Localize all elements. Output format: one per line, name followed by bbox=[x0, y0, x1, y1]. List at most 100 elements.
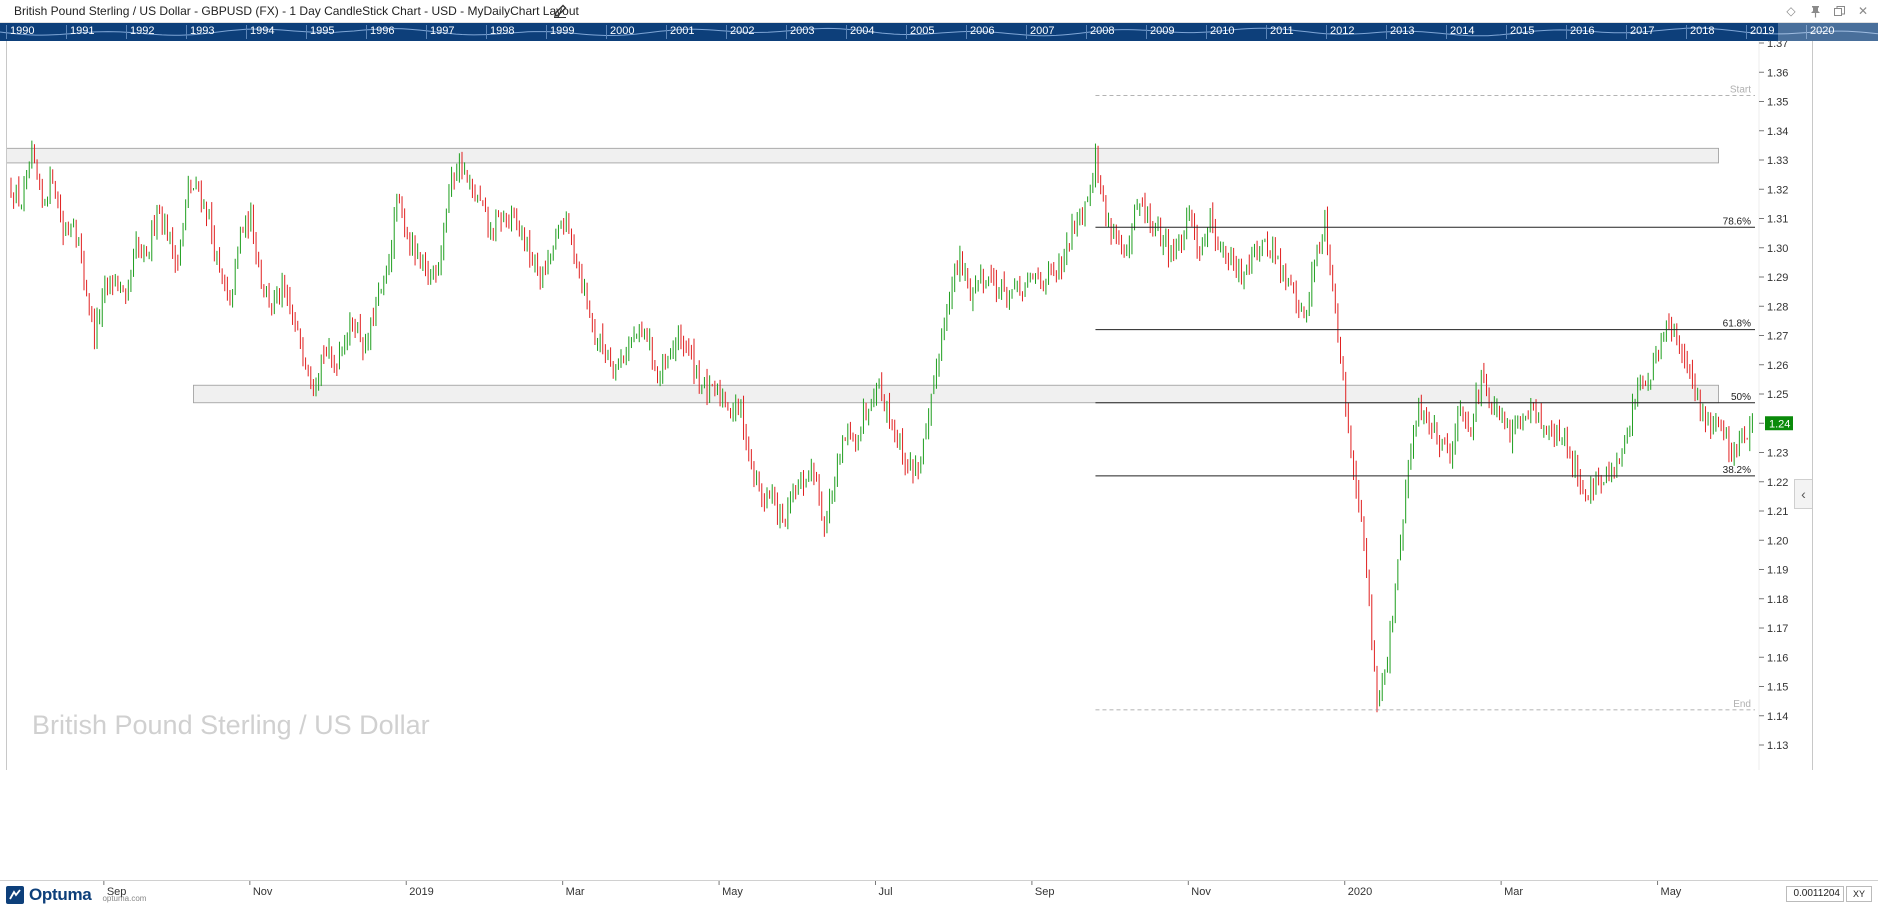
chevron-left-icon[interactable]: ‹ bbox=[1794, 479, 1812, 509]
time-axis-label: Nov bbox=[1191, 886, 1211, 898]
price-axis-label: 1.15 bbox=[1767, 682, 1788, 694]
overview-year-label: 2014 bbox=[1446, 25, 1474, 39]
price-axis-label: 1.17 bbox=[1767, 623, 1788, 635]
overview-year-label: 2009 bbox=[1146, 25, 1174, 39]
overview-year-label: 2018 bbox=[1686, 25, 1714, 39]
price-axis-label: 1.14 bbox=[1767, 711, 1788, 723]
support-band bbox=[193, 384, 1719, 404]
overview-year-label: 2020 bbox=[1806, 25, 1834, 39]
overview-year-label: 1992 bbox=[126, 25, 154, 39]
time-axis-label: Nov bbox=[253, 886, 273, 898]
overview-year-label: 2004 bbox=[846, 25, 874, 39]
time-axis-label: 2019 bbox=[409, 886, 433, 898]
fib-level-label: 38.2% bbox=[1723, 465, 1751, 476]
chart-canvas[interactable]: British Pound Sterling / US Dollar Start E… bbox=[0, 38, 1814, 880]
time-axis-label: 2020 bbox=[1348, 886, 1372, 898]
fib-end-label: End bbox=[1733, 699, 1751, 710]
overview-year-label: 1990 bbox=[6, 25, 34, 39]
price-axis-label: 1.35 bbox=[1767, 97, 1788, 109]
overview-year-label: 1998 bbox=[486, 25, 514, 39]
price-axis-label: 1.22 bbox=[1767, 477, 1788, 489]
price-axis-label: 1.16 bbox=[1767, 652, 1788, 664]
price-axis-label: 1.30 bbox=[1767, 243, 1788, 255]
price-axis-label: 1.18 bbox=[1767, 594, 1788, 606]
status-bar: Sep Nov 2019 Mar May Jul Sep Nov 2020 Mar May Optu… bbox=[0, 880, 1878, 907]
price-axis-label: 1.29 bbox=[1767, 272, 1788, 284]
overview-year-label: 2015 bbox=[1506, 25, 1534, 39]
overview-sparkline-path bbox=[0, 27, 1878, 37]
price-axis: 1.37 1.36 1.35 1.34 1.33 1.32 1.31 1.30 1.29 1.28… bbox=[1759, 38, 1788, 752]
price-axis-label: 1.36 bbox=[1767, 67, 1788, 79]
overview-sparkline bbox=[0, 27, 1878, 37]
window-controls: ◇ ✕ bbox=[1784, 3, 1870, 19]
optuma-logo: Optuma optuma.com bbox=[6, 885, 146, 905]
overview-year-label: 1991 bbox=[66, 25, 94, 39]
pin-icon[interactable] bbox=[1808, 4, 1822, 18]
price-axis-label: 1.33 bbox=[1767, 155, 1788, 167]
time-axis: Sep Nov 2019 Mar May Jul Sep Nov 2020 Mar May bbox=[103, 881, 1682, 898]
overview-year-label: 2007 bbox=[1026, 25, 1054, 39]
close-icon[interactable]: ✕ bbox=[1857, 4, 1869, 18]
overview-year-label: 2001 bbox=[666, 25, 694, 39]
overview-year-label: 2012 bbox=[1326, 25, 1354, 39]
chart-title: British Pound Sterling / US Dollar - GBP… bbox=[14, 4, 579, 18]
chart-watermark: British Pound Sterling / US Dollar bbox=[32, 710, 430, 740]
overview-year-label: 2017 bbox=[1626, 25, 1654, 39]
time-axis-label: May bbox=[1661, 886, 1682, 898]
overview-visible-window[interactable] bbox=[1778, 23, 1878, 41]
candlesticks bbox=[10, 140, 1753, 713]
price-axis-label: 1.31 bbox=[1767, 214, 1788, 226]
fib-level-label: 50% bbox=[1731, 392, 1751, 403]
overview-year-label: 2005 bbox=[906, 25, 934, 39]
overview-year-label: 2003 bbox=[786, 25, 814, 39]
overview-year-label: 2016 bbox=[1566, 25, 1594, 39]
chart-panel[interactable]: British Pound Sterling / US Dollar Start E… bbox=[0, 38, 1814, 880]
time-axis-label: Sep bbox=[1035, 886, 1055, 898]
time-axis-label: Jul bbox=[878, 886, 892, 898]
price-axis-label: 1.19 bbox=[1767, 565, 1788, 577]
logo-url: optuma.com bbox=[102, 893, 147, 903]
diamond-icon[interactable]: ◇ bbox=[1786, 4, 1796, 18]
overview-year-label: 2013 bbox=[1386, 25, 1414, 39]
price-axis-label: 1.23 bbox=[1767, 448, 1788, 460]
price-axis-label: 1.32 bbox=[1767, 184, 1788, 196]
time-axis-label: May bbox=[722, 886, 743, 898]
pencil-icon[interactable] bbox=[552, 3, 568, 19]
overview-year-label: 2000 bbox=[606, 25, 634, 39]
overview-year-label: 1997 bbox=[426, 25, 454, 39]
overview-year-label: 1994 bbox=[246, 25, 274, 39]
price-axis-label: 1.21 bbox=[1767, 506, 1788, 518]
logo-text: Optuma bbox=[29, 885, 92, 904]
last-price-label: 1.24 bbox=[1769, 418, 1790, 430]
price-axis-label: 1.20 bbox=[1767, 535, 1788, 547]
support-band bbox=[0, 147, 1719, 164]
overview-year-label: 1999 bbox=[546, 25, 574, 39]
time-axis-label: Mar bbox=[1504, 886, 1523, 898]
title-bar: British Pound Sterling / US Dollar - GBP… bbox=[0, 0, 1878, 23]
fib-start-label: Start bbox=[1730, 85, 1751, 96]
price-axis-label: 1.27 bbox=[1767, 331, 1788, 343]
price-axis-label: 1.13 bbox=[1767, 740, 1788, 752]
fib-level-label: 61.8% bbox=[1723, 319, 1751, 330]
overview-year-label: 2011 bbox=[1266, 25, 1294, 39]
price-axis-label: 1.37 bbox=[1767, 41, 1788, 50]
last-price-marker bbox=[1765, 416, 1793, 431]
price-axis-label: 1.34 bbox=[1767, 126, 1788, 138]
overview-year-label: 2002 bbox=[726, 25, 754, 39]
optuma-logo-mark bbox=[6, 886, 24, 904]
overview-year-label: 1995 bbox=[306, 25, 334, 39]
overview-year-label: 2006 bbox=[966, 25, 994, 39]
xy-toggle-button[interactable]: XY bbox=[1846, 886, 1872, 902]
overview-year-label: 1993 bbox=[186, 25, 214, 39]
overview-year-label: 2019 bbox=[1746, 25, 1774, 39]
price-readout: 0.0011204 bbox=[1786, 886, 1844, 902]
price-axis-label: 1.25 bbox=[1767, 389, 1788, 401]
overview-year-label: 1996 bbox=[366, 25, 394, 39]
restore-icon[interactable] bbox=[1832, 4, 1846, 18]
overview-navigator[interactable]: 1990 1991 1992 1993 1994 1995 1996 1997 1998 1999… bbox=[0, 23, 1878, 41]
time-axis-label: Mar bbox=[566, 886, 585, 898]
overview-year-label: 2010 bbox=[1206, 25, 1234, 39]
overview-year-label: 2008 bbox=[1086, 25, 1114, 39]
price-axis-label: 1.28 bbox=[1767, 301, 1788, 313]
fib-level-label: 78.6% bbox=[1723, 216, 1751, 227]
